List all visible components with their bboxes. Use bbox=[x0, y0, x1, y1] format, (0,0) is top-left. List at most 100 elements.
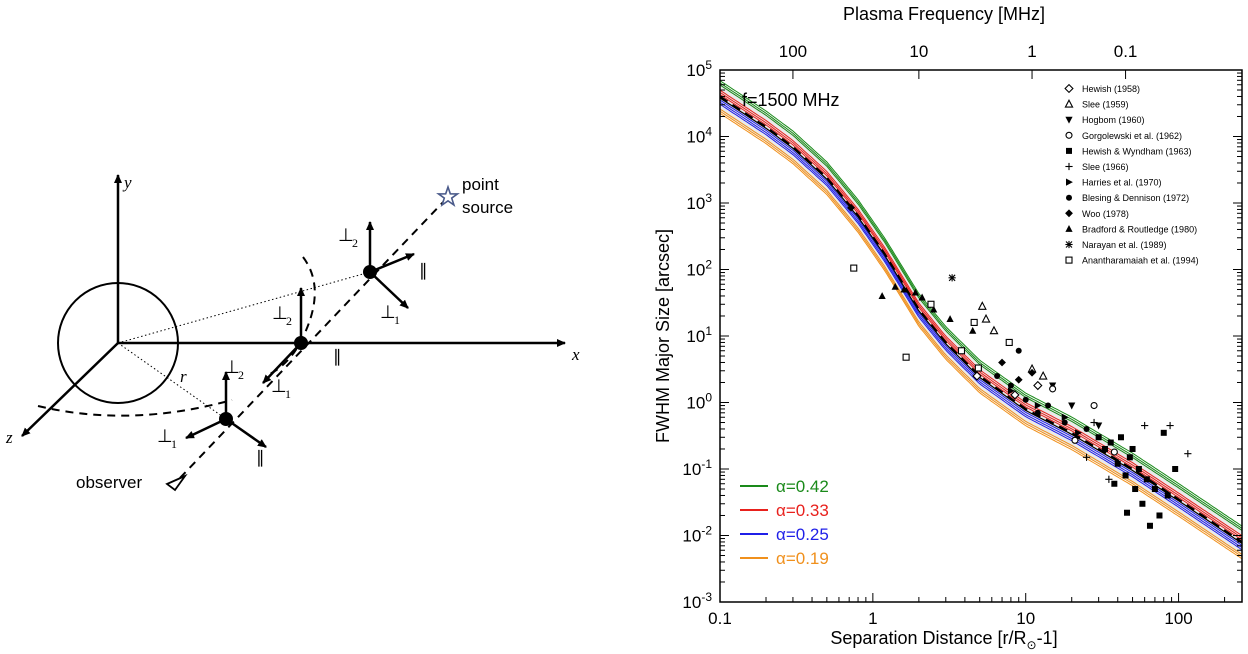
data-point-square-open bbox=[970, 318, 978, 326]
data-point-square-open bbox=[850, 264, 858, 272]
x-tick-label: 10 bbox=[1016, 609, 1035, 628]
perp-sub-label: 2 bbox=[352, 236, 358, 250]
z-axis-label: z bbox=[5, 428, 13, 447]
y-tick-label: 10-2 bbox=[682, 524, 712, 546]
legend-marker-triangle-right bbox=[1066, 178, 1073, 186]
y-tick-label: 100 bbox=[686, 391, 712, 413]
perp-sub-label: 2 bbox=[238, 368, 244, 382]
legend-label: Slee (1959) bbox=[1082, 100, 1129, 110]
model-curves bbox=[720, 80, 1242, 560]
data-point-square bbox=[1156, 512, 1163, 519]
perp-sub-label: 1 bbox=[285, 387, 291, 401]
data-point-diamond-open bbox=[1033, 380, 1043, 391]
data-point-triangle-open bbox=[989, 325, 999, 335]
data-point-square bbox=[1139, 500, 1146, 507]
y-axis-label: y bbox=[122, 173, 132, 192]
data-point-plus bbox=[1166, 421, 1174, 430]
data-point-triangle-right bbox=[1034, 401, 1042, 410]
point-source-label-2: source bbox=[462, 198, 513, 217]
data-point-diamond bbox=[847, 203, 855, 212]
series-line-1 bbox=[720, 94, 1242, 541]
data-point-square bbox=[1129, 445, 1136, 452]
legend-label: Slee (1966) bbox=[1082, 162, 1129, 172]
data-point-circle-open bbox=[1049, 385, 1057, 393]
data-point-square bbox=[1124, 509, 1131, 516]
dashed-arc-lower bbox=[37, 399, 233, 417]
data-point-circle-open bbox=[1071, 436, 1079, 444]
data-point-diamond-open bbox=[1010, 390, 1020, 400]
data-point-square bbox=[1151, 486, 1158, 493]
data-point-square bbox=[1111, 480, 1118, 487]
data-point-square-open bbox=[957, 347, 966, 355]
source-frame: ⊥ 2 ∥ ⊥ 1 bbox=[338, 221, 428, 327]
frequency-annotation: f=1500 MHz bbox=[742, 90, 840, 110]
star-icon bbox=[436, 184, 460, 208]
data-point-square bbox=[1107, 439, 1114, 446]
data-point-triangle bbox=[891, 282, 899, 290]
x-tick-label: 1 bbox=[868, 609, 877, 628]
midpoint-frame: ⊥ 2 ∥ ⊥ 1 bbox=[262, 287, 342, 401]
x-axis-title-sun-symbol: ⊙ bbox=[1027, 638, 1037, 652]
y-tick-label: 10-1 bbox=[682, 457, 712, 479]
geometry-diagram: y x z point source ⊥ 2 ∥ ⊥ 1 bbox=[5, 173, 580, 492]
y-tick-label: 105 bbox=[686, 58, 712, 80]
top-tick-label: 100 bbox=[779, 42, 807, 61]
top-tick-label: 0.1 bbox=[1114, 42, 1138, 61]
data-point-square bbox=[1095, 434, 1102, 441]
line-of-sight bbox=[179, 196, 449, 479]
data-point-circle bbox=[1061, 419, 1068, 426]
legend-label: Narayan et al. (1989) bbox=[1082, 240, 1167, 250]
data-point-square bbox=[1117, 434, 1124, 441]
model-dashed-line bbox=[720, 95, 1242, 543]
data-point-square-open bbox=[902, 353, 910, 361]
marker-legend: Hewish (1958) Slee (1959) Hogbom (1960) Gor… bbox=[1064, 83, 1199, 266]
perp-label: ⊥ bbox=[271, 376, 287, 396]
data-point-triangle-open bbox=[981, 313, 991, 323]
legend-marker-diamond-open bbox=[1064, 83, 1074, 94]
data-point-square bbox=[1164, 492, 1171, 499]
data-point-square bbox=[1114, 460, 1121, 467]
legend-marker-diamond bbox=[1065, 209, 1073, 218]
data-point-square bbox=[1122, 472, 1129, 479]
data-point-triangle bbox=[911, 288, 920, 296]
data-point-square bbox=[1132, 486, 1139, 493]
perp-sub-label: 1 bbox=[171, 437, 177, 451]
data-point-triangle-open bbox=[1038, 370, 1048, 380]
data-point-square bbox=[1101, 445, 1108, 452]
perp-label: ⊥ bbox=[380, 302, 396, 322]
data-point-square-open bbox=[974, 364, 982, 372]
perp-sub-label: 2 bbox=[286, 314, 292, 328]
data-point-square bbox=[1172, 466, 1179, 472]
data-point-plus bbox=[1141, 421, 1149, 430]
series-line-3 bbox=[720, 108, 1242, 555]
y-tick-label: 102 bbox=[686, 258, 712, 280]
series-line-1 bbox=[720, 91, 1242, 539]
legend-label: Anantharamaiah et al. (1994) bbox=[1082, 256, 1199, 266]
data-point-plus bbox=[1105, 475, 1113, 483]
top-axis-title: Plasma Frequency [MHz] bbox=[843, 4, 1045, 24]
data-point-diamond bbox=[998, 358, 1006, 367]
data-point-square bbox=[1135, 466, 1142, 472]
legend-marker-square-open bbox=[1065, 256, 1073, 264]
top-tick-label: 1 bbox=[1027, 42, 1036, 61]
data-point-circle-open bbox=[1110, 448, 1118, 456]
legend-marker-square bbox=[1066, 147, 1072, 154]
perp-label: ⊥ bbox=[224, 357, 240, 377]
observer-label: observer bbox=[76, 473, 142, 492]
data-point-triangle bbox=[946, 315, 954, 323]
y-tick-label: 104 bbox=[686, 125, 712, 147]
perp-label: ⊥ bbox=[272, 303, 288, 323]
y-tick-label: 10-3 bbox=[682, 590, 712, 612]
data-point-triangle bbox=[900, 285, 908, 293]
data-point-circle bbox=[994, 373, 1001, 380]
dotted-line-to-observer-point bbox=[117, 342, 227, 420]
x-tick-label: 0.1 bbox=[708, 609, 732, 628]
observer-frame: ⊥ 2 ⊥ 1 ∥ bbox=[157, 357, 267, 467]
legend-marker-triangle bbox=[1065, 225, 1073, 232]
data-point-circle bbox=[1007, 382, 1014, 389]
parallel-label: ∥ bbox=[256, 448, 265, 467]
data-point-triangle-right bbox=[1007, 387, 1015, 395]
top-tick-label: 10 bbox=[909, 42, 928, 61]
alpha-legend-label: α=0.25 bbox=[776, 525, 829, 544]
